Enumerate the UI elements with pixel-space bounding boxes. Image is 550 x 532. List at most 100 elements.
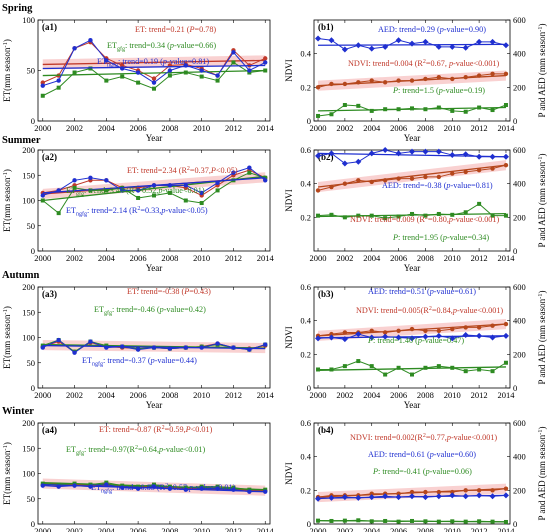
x-tick-label: 2000 xyxy=(310,253,327,263)
data-point xyxy=(382,80,388,85)
data-point xyxy=(450,326,455,332)
x-tick-label: 2000 xyxy=(310,123,327,133)
data-point xyxy=(152,193,156,198)
data-point xyxy=(315,35,322,42)
data-point xyxy=(423,328,428,333)
annotation-part: -value<0.001) xyxy=(453,59,499,68)
left-y-axis-title: ET(mm season-1) xyxy=(2,306,12,369)
plot-frame xyxy=(37,19,271,122)
panel-b2: 2000 2002 2004 2006 2008 2010 2012 2014Year0.20… xyxy=(284,145,547,273)
data-point xyxy=(489,493,496,500)
data-point xyxy=(183,183,188,188)
left-y-axis-title: ET(mm season-1) xyxy=(2,169,12,232)
data-point xyxy=(382,333,389,340)
data-point xyxy=(231,60,236,65)
data-point xyxy=(199,68,204,73)
x-tick-label: 2012 xyxy=(471,123,488,133)
y2-tick-label: 600 xyxy=(513,418,526,428)
data-point xyxy=(356,178,361,183)
trend-annotation: ET: trend=-0.87 (R2=0.59,P<0.01) xyxy=(99,425,213,434)
data-point xyxy=(135,347,141,352)
data-point xyxy=(104,58,109,63)
y-title-sup: -1 xyxy=(2,42,9,47)
data-point xyxy=(503,103,508,108)
data-point xyxy=(167,73,172,78)
x-tick-label: 2004 xyxy=(363,253,381,263)
y2-tick-label: 0 xyxy=(513,383,517,393)
data-point xyxy=(199,190,204,196)
data-point xyxy=(449,335,456,342)
x-tick-label: 2014 xyxy=(257,390,275,400)
data-point xyxy=(247,165,252,170)
data-point xyxy=(435,493,442,500)
trend-annotation: ETgfg: trend=0.34 (p-value=0.66) xyxy=(107,41,216,53)
annotation-part: P xyxy=(188,25,194,34)
data-point xyxy=(409,335,415,342)
y-tick-label: 100 xyxy=(22,15,35,25)
y-tick-label: 150 xyxy=(22,307,35,317)
y-tick-label: 0 xyxy=(31,246,35,256)
annotation-part: ET: trend=-0.38 ( xyxy=(127,287,184,296)
annotation-part: ngfg xyxy=(101,488,112,495)
data-point xyxy=(56,85,61,90)
data-point xyxy=(40,193,45,198)
annotation-part: p xyxy=(169,41,174,50)
x-tick-label: 2004 xyxy=(363,526,381,532)
y-title-text: ET(mm season xyxy=(2,450,12,505)
data-point xyxy=(40,93,45,98)
trend-annotation: NDVI: trend=0.009 (R2=0.80,p-value<0.001… xyxy=(350,215,499,224)
data-point xyxy=(355,331,362,338)
data-point xyxy=(369,519,374,524)
annotation-part: ET xyxy=(66,206,76,215)
y-tick-label: 50 xyxy=(27,66,36,76)
data-point xyxy=(410,372,414,377)
data-point xyxy=(72,46,77,51)
data-point xyxy=(476,488,482,493)
x-tick-label: 2004 xyxy=(98,390,116,400)
annotation-part: -value=0.19) xyxy=(443,86,485,95)
y-tick-label: 100 xyxy=(22,196,35,206)
x-tick-label: 2012 xyxy=(471,526,488,532)
data-point xyxy=(422,38,429,45)
data-point xyxy=(368,494,375,501)
data-point xyxy=(40,483,45,488)
data-point xyxy=(215,78,220,83)
data-point xyxy=(104,482,109,487)
y-tick-label: 0.2 xyxy=(300,212,311,222)
trend-annotation: AED: trend=-0.38 (p-value=0.81) xyxy=(382,181,493,190)
data-point xyxy=(436,519,441,524)
y-tick-label: 0.6 xyxy=(300,418,311,428)
data-point xyxy=(328,334,335,341)
annotation-part: =0.43) xyxy=(189,287,211,296)
data-point xyxy=(72,483,77,488)
annotation-part: p xyxy=(452,306,457,315)
annotation-part: P xyxy=(183,287,189,296)
y-title-end: ) xyxy=(2,442,12,445)
panel-label: (b4) xyxy=(318,425,334,435)
annotation-part: ET xyxy=(97,57,107,66)
x-tick-label: 2014 xyxy=(257,123,275,133)
annotation-part: -value<0.05) xyxy=(165,206,207,215)
data-point xyxy=(88,339,93,344)
data-point xyxy=(56,78,61,83)
x-tick-label: 2002 xyxy=(66,123,83,133)
annotation-part: ngfg xyxy=(76,211,87,218)
y-tick-label: 0.4 xyxy=(300,452,311,462)
data-point xyxy=(167,68,173,73)
data-point xyxy=(369,328,374,333)
trend-annotation: NDVI: trend=0.002(R2=0.77,p-value<0.001) xyxy=(350,433,497,442)
data-point xyxy=(88,188,93,193)
data-point xyxy=(329,518,334,523)
annotation-part: P xyxy=(185,425,191,434)
annotation-part: ET xyxy=(107,41,117,50)
y2-tick-label: 0 xyxy=(513,116,517,126)
data-point xyxy=(231,170,236,175)
trend-annotation: ETgfg: trend=3.44 (R2=0.52,p-value<0.01) xyxy=(66,186,205,198)
data-point xyxy=(395,37,402,44)
season-title: Spring xyxy=(2,3,33,14)
annotation-part: AED: trend=0.51 ( xyxy=(368,287,430,296)
data-point xyxy=(477,201,482,206)
y2-title-text: P and AED (mm season xyxy=(537,31,547,117)
data-point xyxy=(476,153,483,160)
